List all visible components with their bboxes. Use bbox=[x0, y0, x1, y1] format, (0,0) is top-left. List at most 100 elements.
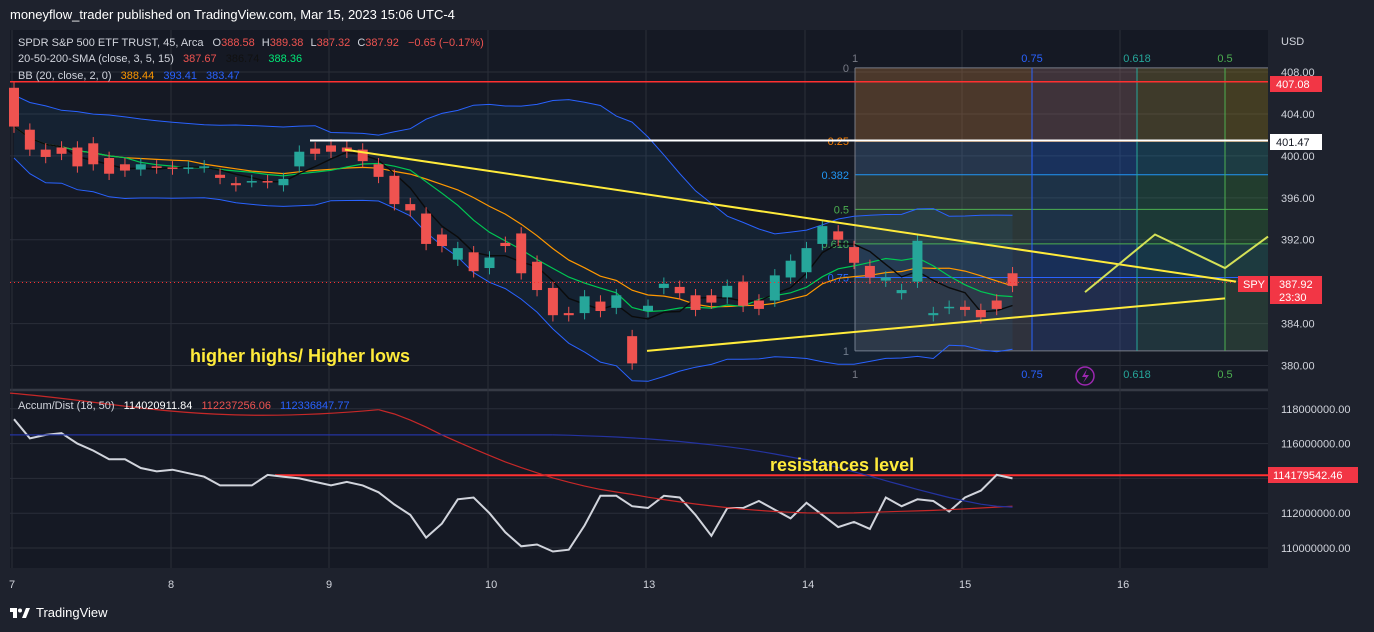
fib-level-label: 0.382 bbox=[821, 170, 849, 182]
tradingview-logo-icon bbox=[10, 607, 30, 618]
price-tick-label: 400.00 bbox=[1281, 151, 1315, 163]
annotation-higher-highs[interactable]: higher highs/ Higher lows bbox=[190, 346, 410, 366]
candle-body bbox=[151, 166, 162, 168]
grid bbox=[10, 30, 1268, 568]
svg-text:20-50-200-SMA (close, 3, 5, 15: 20-50-200-SMA (close, 3, 5, 15) 387.67 3… bbox=[18, 53, 302, 65]
candle-body bbox=[405, 204, 416, 211]
svg-text:Accum/Dist (18, 50) 11: Accum/Dist (18, 50) 114020911.84 1122372… bbox=[18, 400, 350, 412]
time-tick-label: 14 bbox=[802, 579, 814, 591]
candle-body bbox=[56, 147, 67, 154]
descending-trendline bbox=[344, 148, 1237, 283]
candle-body bbox=[975, 309, 986, 318]
candle-body bbox=[880, 277, 891, 281]
candle-body bbox=[119, 164, 130, 171]
candle-body bbox=[611, 295, 622, 308]
time-tick-label: 8 bbox=[168, 579, 174, 591]
price-tick-label: 404.00 bbox=[1281, 109, 1315, 121]
candle-body bbox=[167, 167, 178, 169]
spy-symbol-tag: SPY bbox=[1238, 276, 1268, 292]
candle-body bbox=[135, 164, 146, 170]
candle-body bbox=[500, 242, 511, 247]
fib-level-label: 0.25 bbox=[828, 136, 849, 148]
fib-level-label: 0 bbox=[843, 63, 849, 75]
svg-text:114179542.46: 114179542.46 bbox=[1273, 470, 1343, 482]
price-tick-label: 392.00 bbox=[1281, 235, 1315, 247]
candle-body bbox=[40, 149, 51, 157]
svg-text:SPY: SPY bbox=[1243, 279, 1266, 291]
ad-tick-label: 116000000.00 bbox=[1281, 439, 1351, 451]
candle-body bbox=[817, 226, 828, 244]
candle-body bbox=[532, 261, 543, 291]
candle-body bbox=[944, 306, 955, 309]
candle-body bbox=[278, 178, 289, 186]
candles bbox=[9, 81, 1018, 370]
fib-time-label-bottom: 0.5 bbox=[1217, 369, 1232, 381]
fib-time-label-top: 0.618 bbox=[1123, 53, 1151, 65]
annotation-resistance[interactable]: resistances level bbox=[770, 455, 914, 475]
fib-time-label-top: 0.5 bbox=[1217, 53, 1232, 65]
candle-body bbox=[1007, 273, 1018, 286]
candle-body bbox=[516, 233, 527, 274]
legend-change: −0.65 (−0.17%) bbox=[408, 37, 484, 49]
svg-text:401.47: 401.47 bbox=[1276, 137, 1310, 149]
time-tick-label: 15 bbox=[959, 579, 971, 591]
ad-value-tag: 114179542.46 bbox=[1268, 467, 1358, 483]
sma-legend: 20-50-200-SMA (close, 3, 5, 15) bbox=[18, 53, 174, 65]
indicator-pane[interactable] bbox=[10, 392, 1268, 568]
svg-text:SPDR S&P 500 ETF TRUST, 45, Ar: SPDR S&P 500 ETF TRUST, 45, Arca O388.58… bbox=[18, 37, 484, 49]
last-price-tag: 387.92 23:30 bbox=[1270, 276, 1322, 304]
bar-timer: 23:30 bbox=[1279, 292, 1307, 304]
candle-body bbox=[722, 285, 733, 298]
legend-close: 387.92 bbox=[365, 37, 399, 49]
candle-body bbox=[326, 145, 336, 152]
candle-body bbox=[72, 147, 83, 167]
candle-body bbox=[912, 240, 923, 282]
svg-text:407.08: 407.08 bbox=[1276, 79, 1310, 91]
candle-body bbox=[738, 281, 749, 306]
candle-body bbox=[547, 287, 558, 316]
time-tick-label: 9 bbox=[326, 579, 332, 591]
fib-level-zone bbox=[855, 141, 1268, 175]
svg-text:BB (20, close, 2, 0) 3: BB (20, close, 2, 0) 388.44 393.41 383.4… bbox=[18, 70, 240, 82]
candle-body bbox=[9, 87, 19, 127]
candle-body bbox=[389, 175, 400, 205]
candle-body bbox=[199, 166, 210, 168]
fib-time-label-top: 1 bbox=[852, 53, 858, 65]
ad-tick-label: 110000000.00 bbox=[1281, 543, 1351, 555]
candle-body bbox=[627, 336, 638, 364]
ad-line bbox=[13, 418, 1013, 553]
candle-body bbox=[785, 260, 796, 278]
footer-brand[interactable]: TradingView bbox=[10, 605, 108, 620]
candle-body bbox=[310, 148, 321, 154]
candle-body bbox=[262, 181, 273, 183]
candle-body bbox=[849, 247, 860, 263]
bb-fill bbox=[14, 95, 1013, 382]
candle-body bbox=[833, 231, 844, 240]
price-tag-top: 407.08 bbox=[1270, 76, 1322, 92]
candle-body bbox=[690, 295, 701, 310]
candle-body bbox=[373, 164, 384, 177]
lightning-icon[interactable] bbox=[1075, 366, 1095, 386]
projection-path bbox=[1084, 233, 1269, 293]
candle-body bbox=[24, 129, 35, 150]
footer-brand-text: TradingView bbox=[36, 605, 108, 620]
candle-body bbox=[357, 149, 368, 162]
ad-ma-red bbox=[378, 409, 1013, 514]
legend-symbol: SPDR S&P 500 ETF TRUST, 45, Arca bbox=[18, 37, 204, 49]
candle-body bbox=[674, 286, 685, 294]
candle-body bbox=[484, 257, 495, 269]
candle-body bbox=[452, 248, 463, 260]
fib-level-zone bbox=[855, 174, 1268, 210]
fib-level-label: 0.5 bbox=[834, 204, 849, 216]
axes[interactable]: 408.00404.00400.00396.00392.00388.00384.… bbox=[9, 67, 1351, 591]
candle-body bbox=[230, 183, 241, 186]
time-tick-label: 13 bbox=[643, 579, 655, 591]
candle-body bbox=[88, 143, 99, 165]
candle-body bbox=[753, 300, 764, 309]
drawings[interactable] bbox=[10, 80, 1269, 477]
sma-orange bbox=[13, 126, 1013, 308]
fibonacci-tool[interactable]: 00.250.3820.50.6180.751110.750.750.6180.… bbox=[821, 53, 1268, 381]
legend-open: 388.58 bbox=[221, 37, 255, 49]
